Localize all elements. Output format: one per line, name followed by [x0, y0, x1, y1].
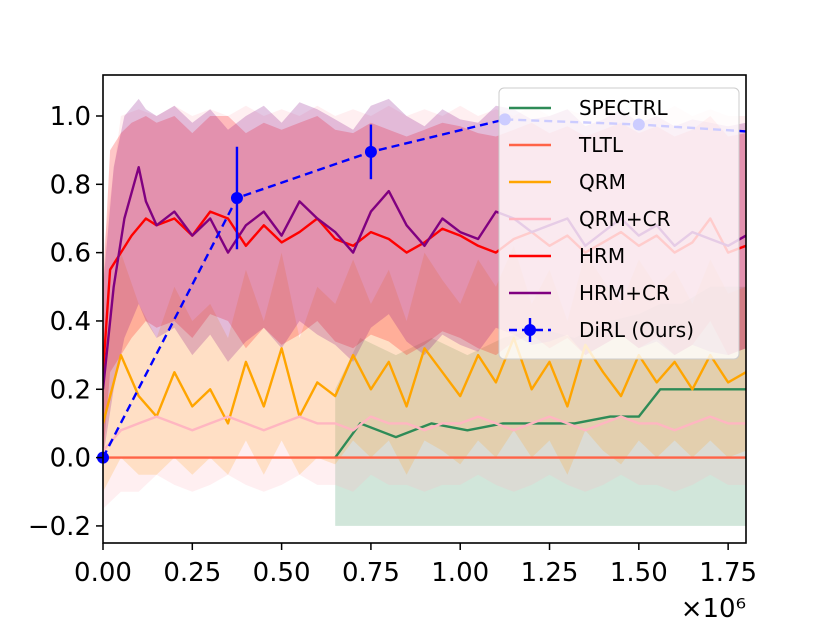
legend-label-hrm: HRM	[579, 244, 625, 268]
line-spectrl	[334, 388, 746, 459]
x-tick-label: 1.75	[699, 558, 757, 588]
y-tick-label: 0.4	[50, 307, 91, 337]
plot-frame	[102, 74, 747, 544]
legend: SPECTRL TLTL QRM QRM+CR HRM HRM+CR DiRL (Ours)	[498, 87, 740, 360]
legend-label-tltl: TLTL	[578, 133, 624, 157]
x-axis-multiplier: ×10⁶	[681, 594, 746, 623]
y-tick-label: 0.0	[50, 444, 91, 474]
x-axis: 0.00 0.25 0.50 0.75 1.00 1.25 1.50 1.75	[74, 543, 757, 588]
dirl-point	[230, 191, 243, 204]
y-tick-label: −0.2	[28, 512, 91, 542]
x-tick-label: 0.25	[163, 558, 221, 588]
x-tick-label: 1.25	[521, 558, 579, 588]
dirl-point	[364, 145, 377, 158]
y-tick-label: 0.2	[50, 375, 91, 405]
y-axis: −0.2 0.0 0.2 0.4 0.6 0.8 1.0	[28, 102, 103, 542]
x-tick-label: 1.00	[431, 558, 489, 588]
line-qrm-cr	[103, 415, 746, 452]
x-tick-label: 0.50	[253, 558, 311, 588]
y-tick-label: 1.0	[50, 102, 91, 132]
legend-label-dirl-ours: DiRL (Ours)	[579, 318, 694, 342]
x-tick-label: 0.75	[342, 558, 400, 588]
legend-label-hrm-cr: HRM+CR	[579, 281, 670, 305]
y-tick-label: 0.6	[50, 239, 91, 269]
x-tick-label: 1.50	[610, 558, 668, 588]
legend-label-qrm: QRM	[579, 170, 626, 194]
legend-label-qrm-cr: QRM+CR	[579, 207, 671, 231]
legend-label-spectrl: SPECTRL	[579, 96, 668, 120]
x-tick-label: 0.00	[74, 558, 132, 588]
y-tick-label: 0.8	[50, 170, 91, 200]
legend-box	[498, 87, 740, 360]
